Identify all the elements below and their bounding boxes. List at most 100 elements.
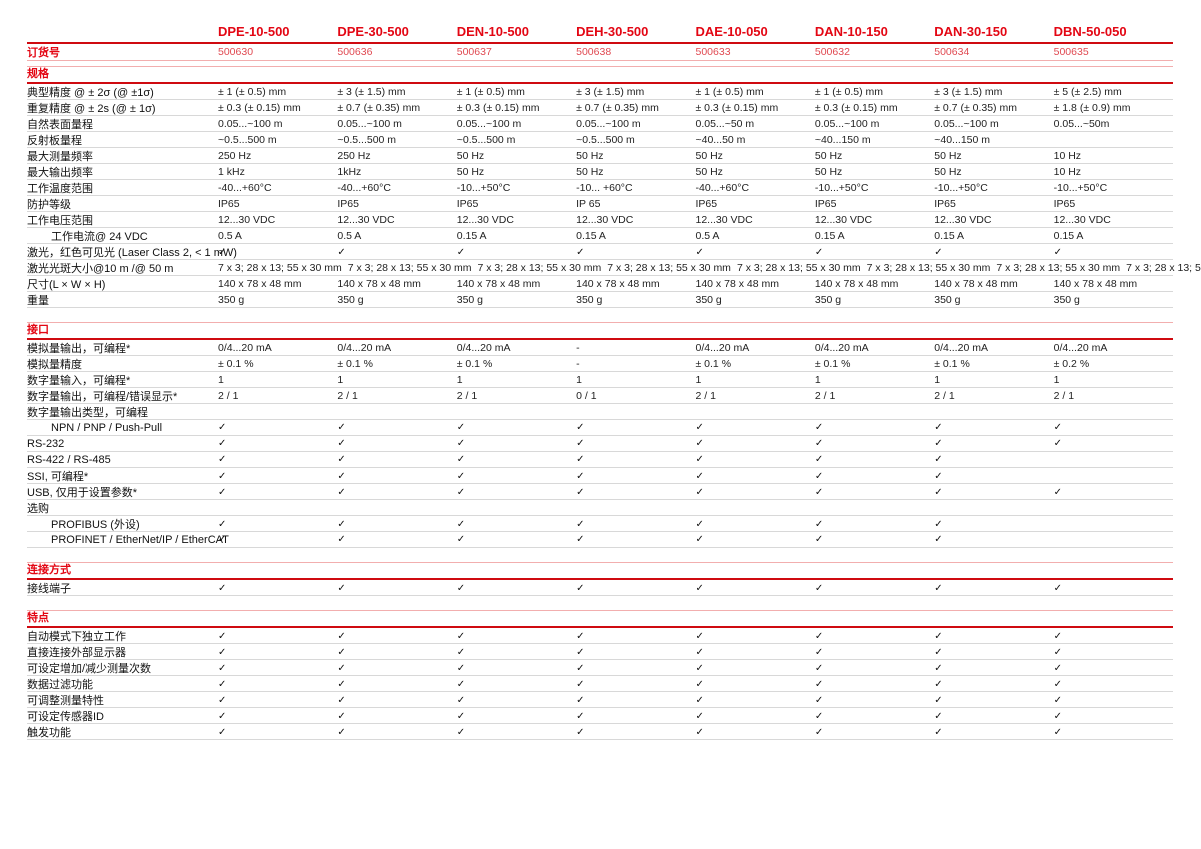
spec-value: -10...+50°C: [814, 182, 869, 194]
table-row: 自动模式下独立工作 ✓ ✓ ✓ ✓ ✓ ✓ ✓ ✓: [27, 628, 1173, 644]
table-row: 数字量输入，可编程* 1 1 1 1 1 1 1 1: [27, 372, 1173, 388]
table-row: 工作温度范围 -40...+60°C -40...+60°C -10...+50°C -…: [27, 180, 1173, 196]
checkmark-icon: ✓: [456, 582, 466, 594]
checkmark-icon: ✓: [1053, 726, 1063, 738]
row-label: 工作温度范围: [27, 183, 93, 195]
row-label: 数据过滤功能: [27, 679, 93, 691]
checkmark-icon: ✓: [576, 534, 585, 545]
row-label: 模拟量精度: [27, 359, 82, 371]
section-title: 连接方式: [27, 562, 1173, 580]
checkmark-icon: ✓: [695, 470, 704, 482]
checkmark-icon: ✓: [934, 678, 943, 690]
checkmark-icon: ✓: [456, 710, 466, 722]
checkmark-icon: ✓: [218, 438, 227, 449]
spec-value: -10...+50°C: [456, 182, 511, 194]
spec-value: 0/4...20 mA: [456, 342, 511, 354]
checkmark-icon: ✓: [695, 726, 704, 738]
row-label: NPN / PNP / Push-Pull: [51, 421, 163, 434]
checkmark-icon: ✓: [695, 534, 704, 545]
checkmark-icon: ✓: [814, 630, 824, 642]
checkmark-icon: ✓: [218, 678, 227, 690]
spec-value: -40...+60°C: [695, 182, 750, 194]
table-row: 最大输出频率 1 kHz 1kHz 50 Hz 50 Hz 50 Hz 50 Hz 50 Hz…: [27, 164, 1173, 180]
spec-value: 1: [1053, 374, 1060, 386]
checkmark-icon: ✓: [337, 662, 346, 674]
spec-value: 2 / 1: [218, 390, 239, 402]
checkmark-icon: ✓: [218, 534, 227, 545]
spec-value: 2 / 1: [337, 390, 358, 402]
checkmark-icon: ✓: [934, 438, 943, 449]
spec-value: 140 x 78 x 48 mm: [1053, 278, 1138, 290]
spec-value: 0/4...20 mA: [337, 342, 392, 354]
spec-value: ~0.5...500 m: [218, 134, 277, 146]
spec-value: 0.15 A: [934, 230, 965, 242]
table-row: 接线端子 ✓ ✓ ✓ ✓ ✓ ✓ ✓ ✓: [27, 580, 1173, 596]
spec-value: 12...30 VDC: [218, 214, 276, 226]
table-row: 激光光斑大小@10 m /@ 50 m 7 x 3; 28 x 13; 55 x …: [27, 260, 1201, 276]
order-number-value: 500634: [934, 46, 970, 58]
spec-value: ± 0.3 (± 0.15) mm: [456, 102, 540, 114]
checkmark-icon: ✓: [695, 518, 704, 530]
spec-value: -10...+50°C: [1053, 182, 1108, 194]
checkmark-icon: ✓: [695, 422, 704, 433]
spec-value: 2 / 1: [456, 390, 478, 402]
section: 连接方式 接线端子 ✓ ✓ ✓ ✓ ✓ ✓ ✓ ✓: [27, 562, 1173, 596]
row-label: 可调整测量特性: [27, 695, 104, 707]
row-label: 反射板量程: [27, 135, 82, 147]
checkmark-icon: ✓: [814, 438, 824, 449]
spec-value: 12...30 VDC: [934, 214, 992, 226]
table-row: USB, 仅用于设置参数* ✓ ✓ ✓ ✓ ✓ ✓ ✓ ✓: [27, 484, 1173, 500]
row-label: SSI, 可编程*: [27, 471, 89, 483]
spec-value: ± 0.7 (± 0.35) mm: [576, 102, 659, 114]
section: 特点 自动模式下独立工作 ✓ ✓ ✓ ✓ ✓ ✓ ✓ ✓ 直接连接外部显示器 ✓ ✓ ✓ ✓ ✓ ✓ ✓ ✓ 可设定增…: [27, 610, 1173, 740]
spec-value: 0/4...20 mA: [814, 342, 869, 354]
checkmark-icon: ✓: [814, 518, 824, 530]
checkmark-icon: ✓: [337, 710, 346, 722]
checkmark-icon: ✓: [814, 726, 824, 738]
spec-value: 7 x 3; 28 x 13; 55 x 30 mm: [736, 262, 861, 274]
spec-value: ± 0.1 %: [218, 358, 254, 370]
checkmark-icon: ✓: [934, 246, 943, 258]
checkmark-icon: ✓: [1053, 694, 1063, 706]
spec-value: 50 Hz: [934, 166, 962, 178]
checkmark-icon: ✓: [218, 726, 227, 738]
checkmark-icon: ✓: [934, 710, 943, 722]
model-column-header: DPE-10-500: [218, 24, 290, 39]
spec-value: 50 Hz: [934, 150, 962, 162]
checkmark-icon: ✓: [218, 470, 227, 482]
sections-container: 规格 典型精度 @ ± 2σ (@ ±1σ) ± 1 (± 0.5) mm ± 3 (…: [27, 66, 1201, 740]
checkmark-icon: ✓: [695, 630, 704, 642]
spec-value: 50 Hz: [456, 166, 485, 178]
checkmark-icon: ✓: [337, 518, 346, 530]
checkmark-icon: ✓: [456, 422, 466, 433]
checkmark-icon: ✓: [218, 518, 227, 530]
checkmark-icon: ✓: [456, 518, 466, 530]
checkmark-icon: ✓: [576, 678, 585, 690]
spec-value: 0.5 A: [337, 230, 362, 242]
checkmark-icon: ✓: [934, 662, 943, 674]
checkmark-icon: ✓: [337, 486, 346, 498]
order-number-value: 500637: [456, 46, 492, 58]
checkmark-icon: ✓: [695, 246, 704, 258]
checkmark-icon: ✓: [456, 486, 466, 498]
spec-value: ± 0.2 %: [1053, 358, 1090, 370]
spec-value: 12...30 VDC: [1053, 214, 1111, 226]
datasheet-comparison-table: DPE-10-500 DPE-30-500 DEN-10-500 DEH-30-500…: [27, 24, 1201, 740]
checkmark-icon: ✓: [456, 694, 466, 706]
checkmark-icon: ✓: [576, 518, 585, 530]
checkmark-icon: ✓: [218, 422, 227, 433]
spec-value: 1: [456, 374, 463, 386]
spec-value: 0.05...~100 m: [456, 118, 522, 130]
row-label: 激光，红色可见光 (Laser Class 2, < 1 mW): [27, 247, 237, 259]
checkmark-icon: ✓: [1053, 246, 1063, 258]
checkmark-icon: ✓: [576, 454, 585, 465]
row-label: 尺寸(L × W × H): [27, 279, 106, 291]
checkmark-icon: ✓: [1053, 582, 1063, 594]
checkmark-icon: ✓: [456, 454, 466, 465]
spec-value: ± 3 (± 1.5) mm: [337, 86, 406, 98]
section: 规格 典型精度 @ ± 2σ (@ ±1σ) ± 1 (± 0.5) mm ± 3 (…: [27, 66, 1201, 308]
spec-value: ± 0.3 (± 0.15) mm: [695, 102, 779, 114]
row-label: PROFIBUS (外设): [51, 519, 140, 531]
checkmark-icon: ✓: [695, 438, 704, 449]
checkmark-icon: ✓: [576, 246, 585, 258]
